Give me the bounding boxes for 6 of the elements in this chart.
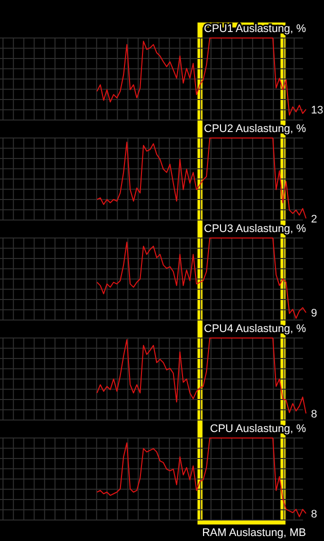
text: 9 [311,308,318,320]
text: 2 [311,213,318,226]
text: 13 [311,104,324,116]
text: 8 [311,508,318,520]
text: 8 [311,408,318,420]
text: RAM Auslastung, MB [202,527,306,539]
